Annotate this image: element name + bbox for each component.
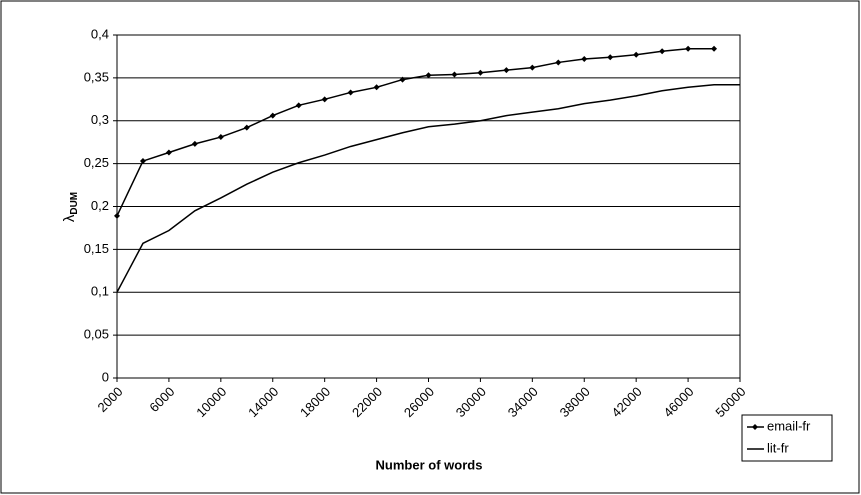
- y-tick-label: 0,35: [84, 69, 109, 84]
- y-axis-title: λDUM: [61, 192, 80, 222]
- y-tick-label: 0,05: [84, 327, 109, 342]
- data-point: [425, 72, 432, 79]
- y-tick-label: 0,3: [91, 112, 109, 127]
- data-point: [295, 102, 302, 109]
- y-tick-label: 0,4: [91, 26, 109, 41]
- y-axis-symbol: λ: [61, 214, 78, 222]
- data-point: [529, 64, 536, 71]
- data-point: [269, 112, 276, 119]
- data-point: [711, 45, 718, 52]
- data-point: [633, 51, 640, 58]
- data-point: [399, 76, 406, 83]
- data-point: [477, 69, 484, 76]
- data-point: [191, 140, 198, 147]
- y-tick-label: 0,2: [91, 198, 109, 213]
- data-point: [217, 134, 224, 141]
- y-tick-label: 0,25: [84, 155, 109, 170]
- data-point: [581, 56, 588, 63]
- data-point: [165, 149, 172, 156]
- legend-marker: [752, 424, 758, 430]
- data-point: [243, 124, 250, 131]
- data-point: [555, 59, 562, 66]
- data-point: [685, 45, 692, 52]
- x-axis-title: Number of words: [376, 457, 483, 472]
- data-point: [139, 158, 146, 165]
- series-line: [116, 47, 715, 217]
- y-tick-label: 0: [102, 369, 109, 384]
- series-line: [116, 83, 740, 293]
- y-tick-label: 0,1: [91, 284, 109, 299]
- data-point: [373, 84, 380, 91]
- y-tick-label: 0,15: [84, 241, 109, 256]
- data-point: [503, 67, 510, 74]
- y-axis-subscript: DUM: [69, 192, 80, 215]
- data-point: [659, 48, 666, 55]
- legend-box: [741, 414, 833, 462]
- data-point: [347, 89, 354, 96]
- data-point: [607, 54, 614, 61]
- legend-label: lit-fr: [767, 440, 789, 455]
- data-point: [451, 71, 458, 78]
- data-point: [114, 212, 120, 219]
- legend-label: email-fr: [767, 418, 811, 433]
- data-point: [321, 96, 328, 103]
